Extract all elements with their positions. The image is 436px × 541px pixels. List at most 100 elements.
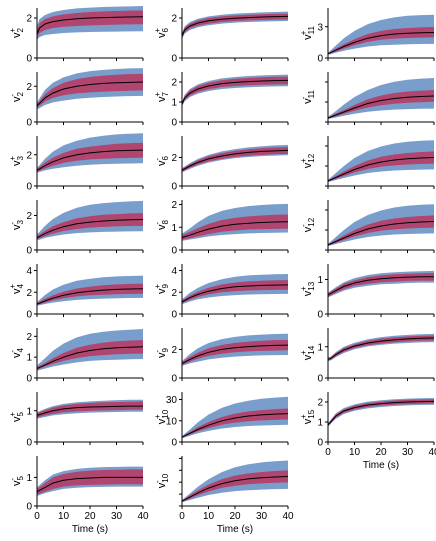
inner-band: [328, 273, 434, 297]
inner-band: [328, 335, 434, 361]
y-axis-label: v15+: [299, 409, 316, 424]
y-axis-label: v9-: [153, 347, 170, 358]
y-axis-label: v4+: [8, 284, 25, 295]
y-axis-label: v5-: [8, 475, 25, 486]
y-axis-label: v13+: [299, 281, 316, 296]
y-tick-label: 2: [26, 332, 32, 343]
y-axis-label: v12+: [299, 153, 316, 168]
y-tick-label: 3: [317, 22, 323, 33]
y-tick-label: 1: [317, 275, 323, 286]
y-axis-label: v4-: [8, 347, 25, 358]
y-tick-label: 0: [317, 310, 323, 321]
y-tick-label: 0: [171, 182, 177, 193]
panel-p14: 0 2v9-: [153, 328, 289, 385]
x-tick-label: 0: [179, 511, 185, 522]
y-axis-label: v9+: [153, 284, 170, 295]
mean-line: [327, 157, 435, 182]
outer-band: [328, 398, 434, 427]
y-tick-label: 0: [171, 118, 177, 129]
mean-line: [181, 221, 289, 238]
y-axis-label: v14+: [299, 345, 316, 360]
y-axis-label: v6+: [153, 28, 170, 39]
y-tick-label: 2: [171, 78, 177, 89]
panel-p16: 0 10 20 30 40 Time (s) v10-: [153, 456, 294, 535]
y-tick-label: 2: [26, 288, 32, 299]
y-tick-label: 2: [171, 200, 177, 211]
y-tick-label: 0: [26, 246, 32, 257]
x-tick-label: 40: [282, 511, 294, 522]
panel-p6: 0 1 2v4-: [8, 328, 144, 385]
mean-line: [327, 276, 434, 296]
mean-line: [36, 81, 144, 107]
mean-line: [181, 476, 289, 502]
y-axis-label: v11-: [299, 90, 316, 104]
x-tick-label: 0: [34, 511, 40, 522]
panel-p18: v11-: [299, 72, 435, 125]
y-tick-label: 0: [317, 438, 323, 449]
x-tick-label: 10: [349, 447, 361, 458]
y-axis-label: v2-: [8, 91, 25, 102]
y-axis-label: v2+: [8, 28, 25, 39]
y-tick-label: 0: [26, 310, 32, 321]
y-tick-label: 0: [317, 54, 323, 65]
y-tick-label: 1: [317, 342, 323, 353]
inner-band: [182, 76, 288, 106]
panel-p13: 0 2 4v9+: [153, 264, 289, 321]
y-tick-label: 4: [171, 266, 177, 277]
panel-p10: 0 1 2v7+: [153, 72, 289, 129]
y-tick-label: 0: [171, 374, 177, 385]
y-axis-label: v10+: [153, 409, 170, 424]
inner-band: [37, 469, 143, 495]
y-tick-label: 0: [26, 502, 32, 513]
panel-p7: 0 1v5+: [8, 392, 144, 449]
x-tick-label: 20: [375, 447, 387, 458]
mean-line: [327, 400, 435, 426]
y-tick-label: 0: [171, 310, 177, 321]
y-tick-label: 0: [26, 182, 32, 193]
mean-line: [327, 337, 435, 360]
y-tick-label: 0: [26, 118, 32, 129]
x-tick-label: 10: [203, 511, 215, 522]
y-tick-label: 30: [166, 395, 178, 406]
y-axis-label: v5+: [8, 412, 25, 423]
x-tick-label: 30: [402, 447, 414, 458]
y-tick-label: 2: [26, 150, 32, 161]
y-axis-label: v11+: [299, 26, 316, 40]
y-tick-label: 1: [171, 98, 177, 109]
inner-band: [37, 73, 143, 108]
inner-band: [37, 213, 143, 240]
y-tick-label: 1: [26, 353, 32, 364]
mean-line: [327, 95, 435, 119]
y-tick-label: 0: [171, 246, 177, 257]
inner-band: [328, 27, 434, 55]
panel-p4: 0 2v3-: [8, 200, 144, 257]
mean-line: [36, 16, 144, 35]
mean-line: [181, 413, 289, 438]
x-tick-label: 20: [84, 511, 96, 522]
x-tick-label: 40: [428, 447, 436, 458]
y-axis-label: v12-: [299, 217, 316, 232]
mean-line: [181, 284, 289, 303]
mean-line: [181, 79, 289, 105]
x-tick-label: 10: [58, 511, 70, 522]
mean-line: [36, 346, 144, 370]
y-tick-label: 10: [166, 416, 178, 427]
mean-line: [327, 221, 435, 246]
y-tick-label: 2: [317, 398, 323, 409]
inner-band: [182, 214, 288, 240]
inner-band: [37, 142, 143, 172]
inner-band: [182, 147, 288, 172]
panel-p20: v12-: [299, 200, 435, 253]
x-axis-label: Time (s): [363, 460, 399, 471]
mean-line: [36, 149, 144, 171]
panel-p19: v12+: [299, 136, 435, 189]
y-tick-label: 2: [171, 345, 177, 356]
inner-band: [182, 13, 288, 38]
y-tick-label: 1: [26, 406, 32, 417]
y-tick-label: 4: [26, 266, 32, 277]
y-tick-label: 0: [26, 374, 32, 385]
